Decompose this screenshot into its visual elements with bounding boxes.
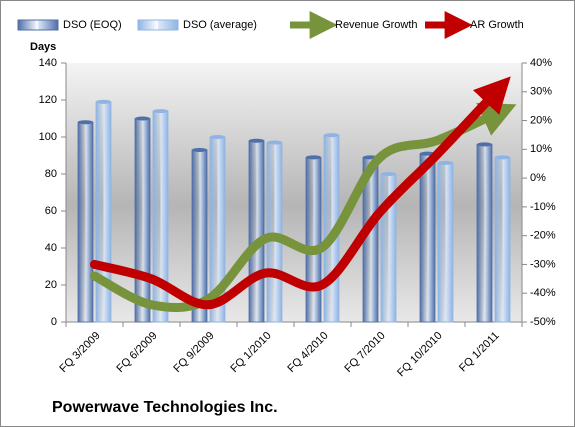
bar [419,153,436,323]
y-tick-label: 40 [45,242,57,254]
bar-top [495,155,510,160]
y-axis-title: Days [30,41,56,53]
bar-top [78,120,93,125]
bar-top [96,99,111,104]
bar-top [381,172,396,176]
legend-label: AR Growth [470,19,524,31]
line [90,102,517,313]
y2-tick-label: 10% [530,143,552,155]
legend-swatch [17,19,59,31]
legend-label: DSO (EOQ) [63,19,122,31]
legend-label: DSO (average) [183,19,257,31]
bar [266,142,283,323]
bar-top [210,135,225,139]
bar [476,143,493,323]
y-tick-label: 140 [39,57,57,69]
line [90,76,511,310]
y2-tick-label: 30% [530,86,552,98]
y2-tick-label: -10% [530,201,556,213]
bar-top [324,133,339,138]
bar [134,118,151,323]
y-tick-label: 60 [45,205,57,217]
bar-top [153,109,168,114]
y2-tick-label: -20% [530,230,556,242]
y2-tick-label: 20% [530,114,552,126]
bar-top [135,116,150,121]
bar [437,162,454,323]
bar [248,140,265,323]
y2-tick-label: -50% [530,316,556,328]
bar [494,156,511,323]
legend-label: Revenue Growth [335,19,418,31]
y-tick-label: 80 [45,168,57,180]
bar [77,121,94,323]
y-tick-label: 120 [39,94,57,106]
bar [305,156,322,323]
bar-top [192,147,207,152]
legend-swatch [137,19,179,31]
bar-top [438,160,453,165]
y2-tick-label: 0% [530,172,546,184]
y-tick-label: 100 [39,131,57,143]
y-tick-label: 0 [51,316,57,328]
bar-top [306,155,321,160]
y2-tick-label: -40% [530,287,556,299]
bar-top [267,140,282,145]
y2-tick-label: -30% [530,258,556,270]
bar-top [249,138,264,143]
y-tick-label: 20 [45,279,57,291]
chart-title: Powerwave Technologies Inc. [52,399,278,416]
y2-tick-label: 40% [530,57,552,69]
bar-top [477,142,492,147]
